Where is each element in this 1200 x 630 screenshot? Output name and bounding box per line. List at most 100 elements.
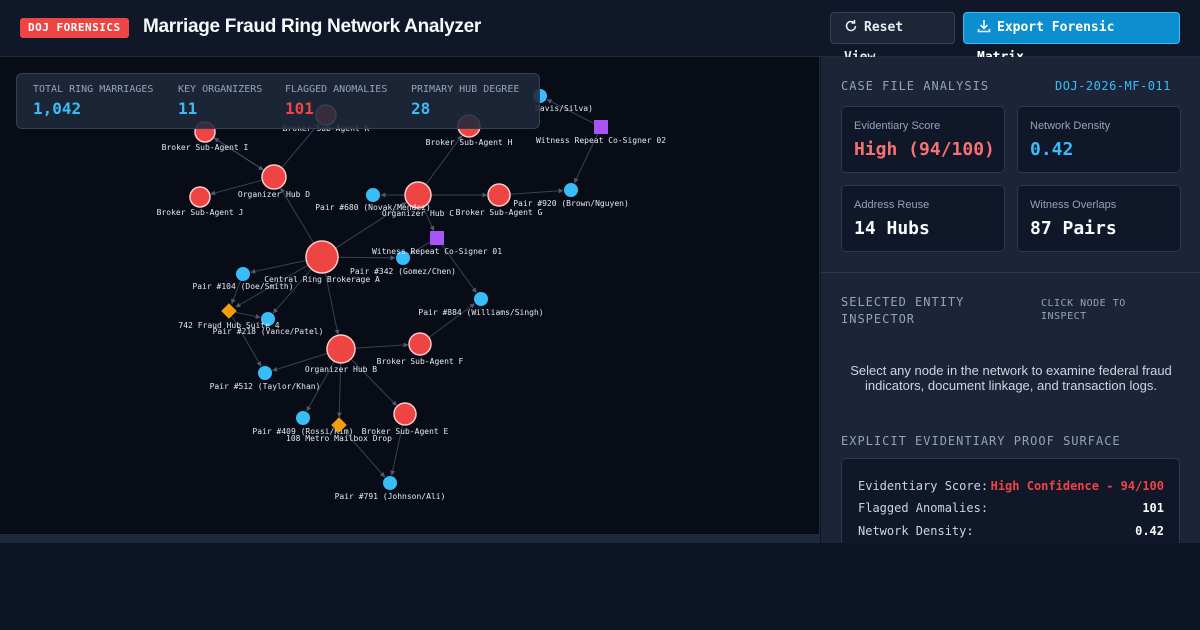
- stat-flagged-anomalies: FLAGGED ANOMALIES 101: [285, 84, 388, 118]
- stats-overlay: TOTAL RING MARRIAGES 1,042 KEY ORGANIZER…: [16, 73, 540, 129]
- stat-primary-hub-degree: PRIMARY HUB DEGREE 28: [411, 84, 520, 118]
- graph-node-label: 108 Metro Mailbox Drop: [286, 434, 392, 443]
- graph-node-label: 742 Fraud Hub Suite 4: [178, 321, 279, 330]
- graph-node-label: Broker Sub-Agent J: [157, 208, 244, 217]
- graph-edge-W02-P6xx: [546, 99, 595, 125]
- graph-edge-B-P409: [306, 361, 335, 412]
- doj-forensics-badge: DOJ FORENSICS: [20, 18, 129, 38]
- graph-edge-C-W01: [422, 206, 435, 232]
- graph-node-d[interactable]: Organizer Hub D: [238, 164, 310, 199]
- graph-edge-A-P104: [250, 259, 307, 274]
- network-graph[interactable]: Central Ring Brokerage A Organizer Hub B O…: [0, 57, 820, 534]
- graph-node-label: Pair #680 (Novak/Mendez): [315, 203, 431, 212]
- graph-edge-AD742-P512: [232, 316, 262, 367]
- graph-node-a[interactable]: Central Ring Brokerage A: [264, 240, 380, 284]
- export-forensic-matrix-button[interactable]: Export Forensic Matrix: [963, 12, 1180, 65]
- graph-node-g[interactable]: Broker Sub-Agent G: [456, 183, 543, 217]
- graph-node-label: Organizer Hub D: [238, 190, 310, 199]
- graph-node-p6xx[interactable]: Davis/Silva): [533, 89, 593, 113]
- graph-node-f[interactable]: Broker Sub-Agent F: [377, 332, 464, 366]
- graph-node-label: Broker Sub-Agent F: [377, 357, 464, 366]
- graph-edge-W01-P884: [440, 243, 477, 293]
- graph-node-label: Broker Sub-Agent H: [426, 138, 513, 147]
- graph-node-j[interactable]: Broker Sub-Agent J: [157, 186, 244, 217]
- graph-node-p791[interactable]: Pair #791 (Johnson/Ali): [335, 476, 446, 501]
- graph-node-e[interactable]: Broker Sub-Agent E: [362, 402, 449, 436]
- graph-edge-B-E: [350, 358, 397, 406]
- graph-edge-B-F: [354, 342, 409, 349]
- card-network-density: Network Density 0.42: [1017, 106, 1181, 173]
- graph-edge-AD108-P791: [343, 429, 386, 478]
- graph-edge-A-C: [335, 202, 407, 249]
- graph-edge-A-AD742: [235, 264, 309, 308]
- proof-row-evidentiary-score: Evidentiary Score: High Confidence - 94/…: [858, 479, 1164, 493]
- network-graph-panel[interactable]: Central Ring Brokerage A Organizer Hub B O…: [0, 57, 820, 534]
- graph-node-label: Pair #342 (Gomez/Chen): [350, 267, 456, 276]
- graph-node-p218[interactable]: Pair #218 (Vance/Patel): [213, 312, 324, 336]
- graph-node-label: Pair #104 (Doe/Smith): [192, 282, 293, 291]
- graph-node-label: Organizer Hub C: [382, 209, 454, 218]
- graph-edge-D-K: [281, 123, 320, 169]
- graph-node-label: Witness Repeat Co-Signer 01: [372, 247, 502, 256]
- graph-node-ad742[interactable]: 742 Fraud Hub Suite 4: [178, 303, 280, 330]
- graph-edge-A-D: [280, 187, 315, 244]
- graph-edge-W02-P920: [573, 133, 599, 184]
- graph-node-p680[interactable]: Pair #680 (Novak/Mendez): [315, 188, 431, 212]
- graph-node-label: Pair #920 (Brown/Nguyen): [513, 199, 629, 208]
- reset-icon: [845, 20, 857, 32]
- graph-edge-A-P218: [272, 268, 312, 314]
- graph-edge-A-B: [324, 272, 340, 335]
- graph-edge-B-P512: [272, 352, 328, 372]
- graph-node-label: Pair #884 (Williams/Singh): [418, 308, 543, 317]
- download-icon: [977, 20, 991, 33]
- proof-surface-box: Evidentiary Score: High Confidence - 94/…: [841, 458, 1180, 543]
- app-title: Marriage Fraud Ring Network Analyzer: [143, 16, 481, 37]
- graph-node-w01[interactable]: Witness Repeat Co-Signer 01: [372, 231, 502, 256]
- case-file-title: CASE FILE ANALYSIS: [841, 79, 990, 93]
- graph-edge-F-P884: [428, 303, 475, 338]
- inspector-placeholder-message: Select any node in the network to examin…: [850, 363, 1172, 393]
- graph-edge-C-H: [425, 135, 463, 185]
- graph-node-label: Pair #791 (Johnson/Ali): [335, 492, 446, 501]
- graph-node-p342[interactable]: Pair #342 (Gomez/Chen): [350, 251, 456, 276]
- graph-node-p920[interactable]: Pair #920 (Brown/Nguyen): [513, 183, 629, 208]
- graph-node-w02[interactable]: Witness Repeat Co-Signer 02: [536, 120, 666, 145]
- section-divider: [821, 272, 1200, 273]
- graph-edge-D-J: [210, 179, 263, 196]
- graph-node-label: Organizer Hub B: [305, 365, 377, 374]
- graph-edge-AD742-P218: [235, 311, 261, 319]
- graph-node-p512[interactable]: Pair #512 (Taylor/Khan): [210, 366, 321, 391]
- card-witness-overlaps: Witness Overlaps 87 Pairs: [1017, 185, 1181, 252]
- graph-node-c[interactable]: Organizer Hub C: [382, 181, 454, 218]
- graph-scrollbar[interactable]: [0, 534, 820, 543]
- graph-node-p409[interactable]: Pair #409 (Rossi/Kim): [252, 411, 354, 436]
- proof-surface-title: EXPLICIT EVIDENTIARY PROOF SURFACE: [841, 434, 1121, 448]
- graph-node-label: Broker Sub-Agent I: [162, 143, 249, 152]
- stat-total-ring-marriages: TOTAL RING MARRIAGES 1,042: [33, 84, 154, 118]
- graph-node-label: Pair #409 (Rossi/Kim): [252, 427, 353, 436]
- proof-row-network-density: Network Density: 0.42: [858, 524, 1164, 538]
- card-address-reuse: Address Reuse 14 Hubs: [841, 185, 1005, 252]
- graph-edge-G-P920: [509, 188, 564, 195]
- graph-node-label: Davis/Silva): [535, 104, 593, 113]
- graph-node-b[interactable]: Organizer Hub B: [305, 334, 377, 374]
- graph-node-label: Witness Repeat Co-Signer 02: [536, 136, 666, 145]
- graph-node-p884[interactable]: Pair #884 (Williams/Singh): [418, 292, 544, 317]
- card-evidentiary-score: Evidentiary Score High (94/100): [841, 106, 1005, 173]
- graph-edge-B-AD108: [336, 362, 342, 418]
- case-id: DOJ-2026-MF-011: [1055, 79, 1171, 93]
- page-bottom: [0, 543, 1200, 630]
- graph-node-label: Pair #512 (Taylor/Khan): [210, 382, 321, 391]
- reset-view-button[interactable]: Reset View: [830, 12, 955, 65]
- graph-edge-P104-AD742: [231, 280, 241, 304]
- graph-edge-I-D: [213, 137, 264, 171]
- graph-node-label: Broker Sub-Agent E: [362, 427, 449, 436]
- analysis-sidebar: CASE FILE ANALYSIS DOJ-2026-MF-011 Evide…: [821, 57, 1200, 543]
- graph-edge-E-P791: [390, 424, 404, 476]
- graph-edge-A-P342: [337, 255, 396, 261]
- proof-row-flagged-anomalies: Flagged Anomalies: 101: [858, 501, 1164, 515]
- inspector-title: SELECTED ENTITY INSPECTOR: [841, 295, 965, 326]
- graph-node-label: Broker Sub-Agent G: [456, 208, 543, 217]
- graph-edge-W01-P342: [409, 241, 432, 255]
- graph-node-p104[interactable]: Pair #104 (Doe/Smith): [192, 267, 294, 291]
